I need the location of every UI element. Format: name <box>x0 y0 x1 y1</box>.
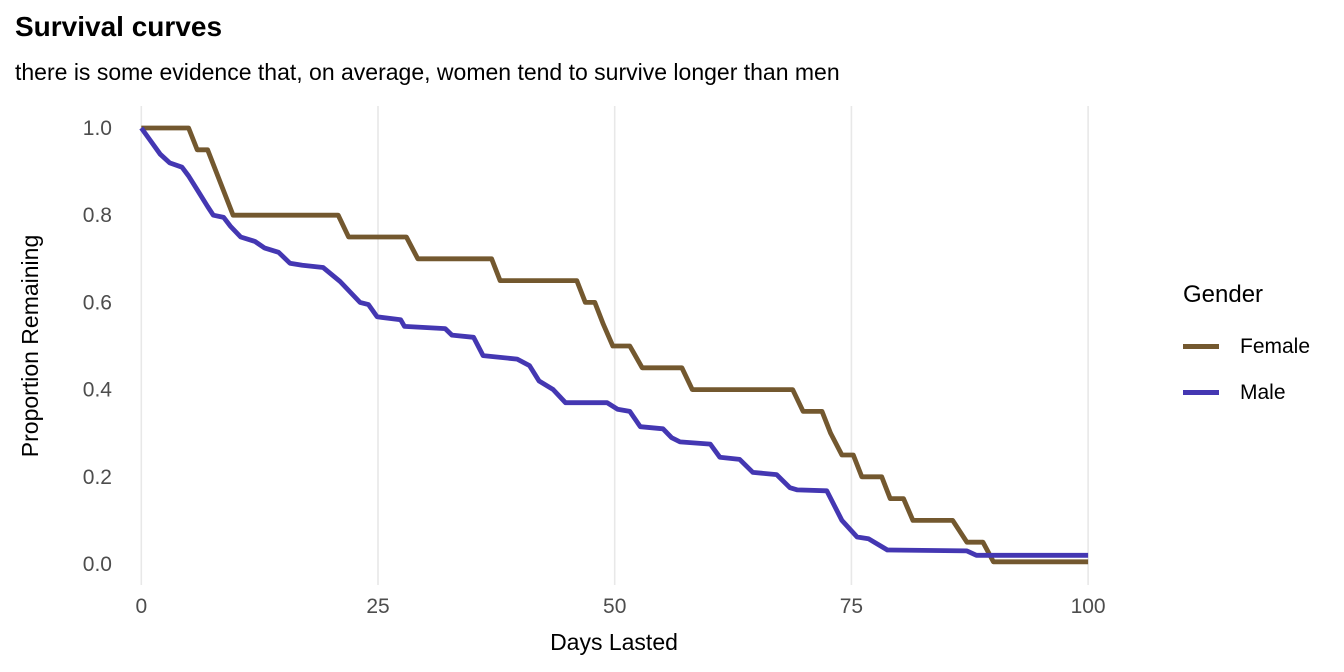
legend-row-male: Male <box>1183 381 1343 405</box>
series-line-female <box>141 125 1089 565</box>
y-axis-title: Proportion Remaining <box>17 235 43 457</box>
chart-title: Survival curves <box>15 11 223 42</box>
chart-subtitle: there is some evidence that, on average,… <box>15 59 840 85</box>
legend-row-female: Female <box>1183 335 1343 359</box>
series-lines <box>139 125 1089 565</box>
x-tick-labels: 0 25 50 75 100 <box>135 595 1105 618</box>
x-axis-title: Days Lasted <box>550 629 678 655</box>
x-tick-label-0: 0 <box>135 595 147 618</box>
legend-swatch-male <box>1183 390 1219 396</box>
y-tick-label-0.8: 0.8 <box>83 204 112 227</box>
y-tick-label-0.6: 0.6 <box>83 291 112 314</box>
y-tick-label-1.0: 1.0 <box>83 117 112 140</box>
y-tick-label-0.2: 0.2 <box>83 466 112 489</box>
x-tick-label-50: 50 <box>603 595 626 618</box>
legend-label-male: Male <box>1240 380 1286 404</box>
y-tick-label-0.0: 0.0 <box>83 553 112 576</box>
x-tick-label-75: 75 <box>840 595 863 618</box>
legend-title: Gender <box>1183 281 1264 308</box>
series-line-male <box>139 126 1089 558</box>
legend-label-female: Female <box>1240 334 1311 358</box>
y-tick-label-0.4: 0.4 <box>83 379 113 402</box>
x-tick-label-25: 25 <box>366 595 389 618</box>
legend-items: Female Male <box>1183 335 1343 405</box>
y-tick-labels: 0.0 0.2 0.4 0.6 0.8 1.0 <box>83 117 113 576</box>
legend-swatch-female <box>1183 344 1219 350</box>
x-tick-label-100: 100 <box>1071 595 1106 618</box>
legend: Gender Female Male <box>1183 281 1343 405</box>
